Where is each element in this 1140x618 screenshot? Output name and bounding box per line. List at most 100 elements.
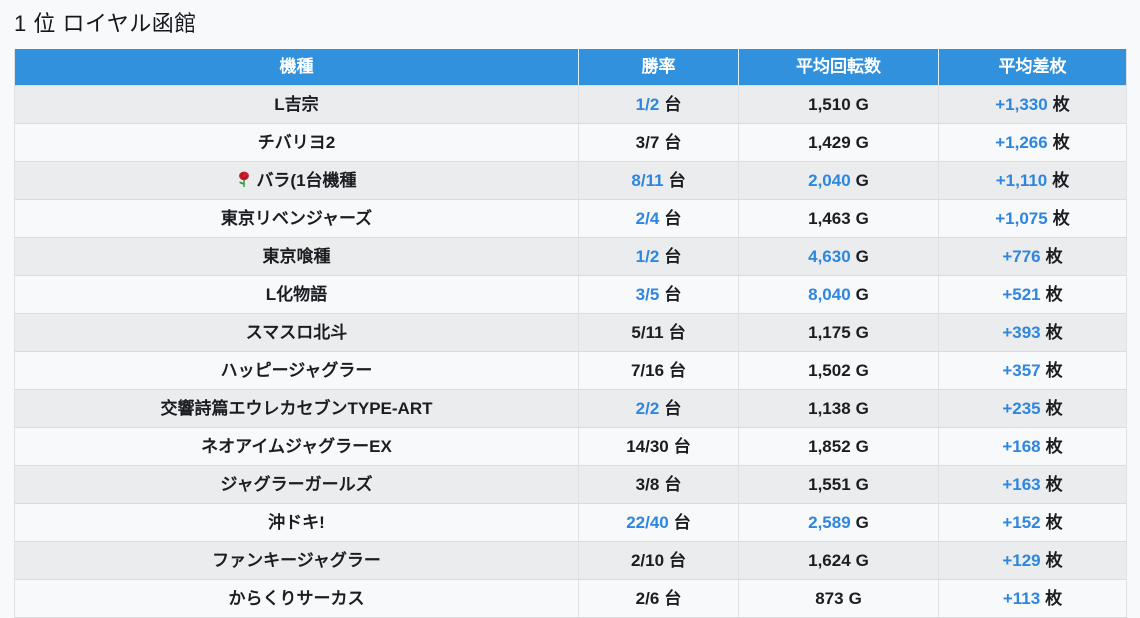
avg-spins-value: 1,429 — [808, 133, 851, 152]
avg-spins-cell: 1,502 G — [738, 351, 939, 390]
machine-name-cell: からくりサーカス — [14, 579, 579, 618]
avg-diff-unit: 枚 — [1045, 361, 1063, 380]
avg-diff-unit: 枚 — [1045, 399, 1063, 418]
machine-name: バラ(1台機種 — [256, 171, 357, 190]
win-rate-cell: 14/30 台 — [578, 427, 739, 466]
avg-diff-cell: +776 枚 — [938, 237, 1127, 276]
win-rate-unit: 台 — [664, 399, 682, 418]
avg-spins-cell: 1,510 G — [738, 85, 939, 124]
table-row: ネオアイムジャグラーEX 14/30 台 1,852 G +168 枚 — [14, 427, 1127, 466]
avg-diff-cell: +521 枚 — [938, 275, 1127, 314]
win-rate-value: 1/2 — [635, 247, 660, 266]
win-rate-value: 1/2 — [635, 95, 660, 114]
machine-name-cell: 東京リベンジャーズ — [14, 199, 579, 238]
avg-spins-cell: 1,624 G — [738, 541, 939, 580]
column-header-avg-diff: 平均差枚 — [938, 49, 1127, 86]
win-rate-unit: 台 — [664, 209, 682, 228]
win-rate-unit: 台 — [673, 437, 691, 456]
table-row: ハッピージャグラー 7/16 台 1,502 G +357 枚 — [14, 351, 1127, 390]
avg-spins-unit: G — [855, 475, 869, 494]
avg-spins-value: 1,463 — [808, 209, 851, 228]
avg-diff-cell: +393 枚 — [938, 313, 1127, 352]
machine-name: ハッピージャグラー — [220, 361, 373, 380]
avg-diff-cell: +152 枚 — [938, 503, 1127, 542]
avg-diff-unit: 枚 — [1052, 95, 1070, 114]
machine-name-cell: 交響詩篇エウレカセブンTYPE-ART — [14, 389, 579, 428]
avg-spins-cell: 1,852 G — [738, 427, 939, 466]
column-header-avg-spins: 平均回転数 — [738, 49, 939, 86]
win-rate-cell: 5/11 台 — [578, 313, 739, 352]
avg-spins-unit: G — [855, 551, 869, 570]
avg-diff-cell: +163 枚 — [938, 465, 1127, 504]
avg-diff-unit: 枚 — [1045, 551, 1063, 570]
avg-diff-unit: 枚 — [1052, 209, 1070, 228]
avg-spins-cell: 2,040 G — [738, 161, 939, 200]
win-rate-cell: 3/8 台 — [578, 465, 739, 504]
avg-diff-value: +393 — [1002, 323, 1041, 342]
win-rate-cell: 22/40 台 — [578, 503, 739, 542]
avg-diff-cell: +129 枚 — [938, 541, 1127, 580]
machine-name: チバリヨ2 — [257, 133, 336, 152]
win-rate-value: 2/2 — [635, 399, 660, 418]
win-rate-cell: 1/2 台 — [578, 237, 739, 276]
machine-name: 沖ドキ! — [268, 513, 325, 532]
header-row: 機種 勝率 平均回転数 平均差枚 — [14, 49, 1127, 86]
table-row: 沖ドキ! 22/40 台 2,589 G +152 枚 — [14, 503, 1127, 542]
avg-diff-value: +113 — [1002, 589, 1041, 608]
avg-diff-value: +1,110 — [995, 171, 1048, 190]
machine-name: 東京リベンジャーズ — [220, 209, 373, 228]
avg-spins-value: 1,510 — [808, 95, 851, 114]
machine-name-cell: ハッピージャグラー — [14, 351, 579, 390]
avg-diff-value: +776 — [1002, 247, 1041, 266]
machine-name-cell: ジャグラーガールズ — [14, 465, 579, 504]
avg-spins-cell: 4,630 G — [738, 237, 939, 276]
win-rate-unit: 台 — [669, 361, 687, 380]
avg-spins-unit: G — [855, 437, 869, 456]
machine-name: L化物語 — [265, 285, 328, 304]
machine-name: ジャグラーガールズ — [220, 475, 373, 494]
avg-spins-value: 8,040 — [808, 285, 851, 304]
avg-spins-unit: G — [855, 323, 869, 342]
avg-spins-unit: G — [855, 133, 869, 152]
win-rate-cell: 3/5 台 — [578, 275, 739, 314]
table-row: バラ(1台機種 8/11 台 2,040 G +1,110 枚 — [14, 161, 1127, 200]
machine-name-cell: 東京喰種 — [14, 237, 579, 276]
machine-name: L吉宗 — [274, 95, 319, 114]
avg-diff-unit: 枚 — [1045, 323, 1063, 342]
win-rate-cell: 3/7 台 — [578, 123, 739, 162]
avg-diff-value: +357 — [1002, 361, 1041, 380]
table-row: L吉宗 1/2 台 1,510 G +1,330 枚 — [14, 85, 1127, 124]
win-rate-cell: 2/10 台 — [578, 541, 739, 580]
avg-diff-unit: 枚 — [1052, 171, 1070, 190]
results-table: 機種 勝率 平均回転数 平均差枚 L吉宗 1/2 台 1,510 G +1,330 枚チバリ… — [14, 49, 1127, 618]
win-rate-cell: 8/11 台 — [578, 161, 739, 200]
avg-spins-cell: 873 G — [738, 579, 939, 618]
avg-spins-value: 1,551 — [808, 475, 851, 494]
win-rate-value: 7/16 — [630, 361, 665, 380]
win-rate-unit: 台 — [664, 95, 682, 114]
rose-icon — [236, 171, 252, 188]
win-rate-unit: 台 — [668, 323, 686, 342]
win-rate-cell: 2/6 台 — [578, 579, 739, 618]
avg-spins-value: 1,175 — [808, 323, 851, 342]
table-row: ファンキージャグラー 2/10 台 1,624 G +129 枚 — [14, 541, 1127, 580]
avg-diff-unit: 枚 — [1045, 513, 1063, 532]
table-row: からくりサーカス 2/6 台 873 G +113 枚 — [14, 579, 1127, 618]
avg-spins-value: 4,630 — [808, 247, 851, 266]
avg-diff-value: +1,330 — [995, 95, 1048, 114]
win-rate-unit: 台 — [673, 513, 691, 532]
avg-spins-cell: 1,429 G — [738, 123, 939, 162]
table-row: スマスロ北斗 5/11 台 1,175 G +393 枚 — [14, 313, 1127, 352]
column-header-win-rate: 勝率 — [578, 49, 739, 86]
avg-spins-value: 1,502 — [808, 361, 851, 380]
avg-diff-cell: +113 枚 — [938, 579, 1127, 618]
win-rate-value: 14/30 — [626, 437, 669, 456]
avg-diff-unit: 枚 — [1045, 475, 1063, 494]
avg-diff-value: +521 — [1002, 285, 1041, 304]
win-rate-value: 3/7 — [635, 133, 660, 152]
win-rate-unit: 台 — [664, 475, 682, 494]
avg-spins-cell: 1,138 G — [738, 389, 939, 428]
avg-spins-value: 1,852 — [808, 437, 851, 456]
win-rate-value: 5/11 — [631, 323, 664, 342]
